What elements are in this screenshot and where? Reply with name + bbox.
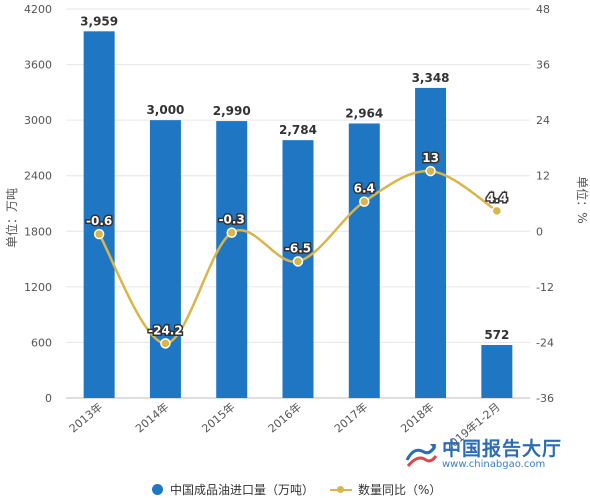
left-axis-title: 单位：万吨 <box>4 188 19 248</box>
bar-value-label-5: 3,348 <box>412 71 450 85</box>
bar-5 <box>415 87 447 398</box>
logo-icon <box>405 444 438 468</box>
line-point-3 <box>292 256 304 267</box>
legend-line-label: 数量同比（%） <box>358 483 442 497</box>
left-tick-label-0: 0 <box>45 392 52 405</box>
bar-6 <box>481 345 513 398</box>
x-tick-label-0: 2013年 <box>66 400 105 436</box>
x-tick-label-5: 2018年 <box>398 400 437 436</box>
legend-bar-label: 中国成品油进口量（万吨） <box>170 483 315 497</box>
right-tick-label-4: 12 <box>536 170 550 183</box>
right-tick-label-2: -12 <box>536 281 554 294</box>
right-tick-label-6: 36 <box>536 59 550 72</box>
line-value-label-0: -0.6 <box>86 214 112 228</box>
legend-item-bar[interactable]: 中国成品油进口量（万吨） <box>152 481 314 498</box>
legend-item-line[interactable]: 数量同比（%） <box>330 481 441 498</box>
right-tick-label-7: 48 <box>536 3 550 16</box>
line-value-label-1: -24.2 <box>148 323 183 337</box>
x-tick-label-1: 2014年 <box>132 400 171 436</box>
left-tick-label-4: 2400 <box>24 170 52 183</box>
right-axis-title: 单位：% <box>575 176 590 223</box>
bar-value-label-3: 2,784 <box>279 123 317 137</box>
line-value-label-6: 4.4 <box>486 191 507 205</box>
bar-value-label-0: 3,959 <box>80 14 118 28</box>
line-point-6 <box>491 205 503 217</box>
line-value-label-4: 6.4 <box>354 182 375 196</box>
right-axis-ticks: -36 -24 -12 0 12 24 36 48 <box>536 3 554 405</box>
bar-0 <box>83 31 115 398</box>
x-tick-label-3: 2016年 <box>265 400 304 436</box>
left-tick-label-7: 4200 <box>24 3 52 16</box>
left-tick-label-3: 1800 <box>24 225 52 238</box>
line-value-label-3: -6.5 <box>285 241 311 255</box>
line-series <box>93 165 503 349</box>
bar-series <box>83 31 513 399</box>
x-tick-label-4: 2017年 <box>331 400 370 436</box>
bar-2 <box>216 121 248 399</box>
bar-value-label-2: 2,990 <box>213 104 251 118</box>
watermark-name: 中国报告大厅 <box>442 438 563 460</box>
left-tick-label-1: 600 <box>31 336 52 349</box>
watermark-url: www.chinabgao.com <box>442 458 546 470</box>
bar-4 <box>348 123 380 398</box>
bar-3 <box>282 140 314 399</box>
right-tick-label-1: -24 <box>536 336 554 349</box>
bar-1 <box>149 120 181 399</box>
line-point-0 <box>93 228 105 240</box>
line-point-1 <box>160 338 171 349</box>
left-tick-label-6: 3600 <box>24 59 52 72</box>
legend-bar-swatch <box>152 484 163 495</box>
legend-line-swatch <box>330 484 352 495</box>
left-tick-label-5: 3000 <box>24 114 52 127</box>
watermark-logo: 中国报告大厅 www.chinabgao.com <box>404 438 563 470</box>
bar-value-label-4: 2,964 <box>345 106 383 120</box>
line-value-label-5: 13 <box>422 151 439 165</box>
line-value-label-2: -0.3 <box>219 213 245 227</box>
line-point-5 <box>425 165 436 177</box>
left-axis-ticks: 0 600 1200 1800 2400 3000 3600 4200 <box>24 3 52 405</box>
data-labels: 3,959 3,000 2,990 2,784 2,964 3,348 572 -0.6 -24… <box>80 14 509 342</box>
line-point-2 <box>226 227 237 238</box>
right-tick-label-5: 24 <box>536 114 550 127</box>
bar-value-label-1: 3,000 <box>146 103 184 117</box>
bar-value-label-6: 572 <box>484 328 509 342</box>
x-tick-label-2: 2015年 <box>199 400 238 436</box>
left-tick-label-2: 1200 <box>24 281 52 294</box>
right-tick-label-3: 0 <box>536 225 543 238</box>
line-point-4 <box>359 196 370 207</box>
right-tick-label-0: -36 <box>536 392 554 405</box>
